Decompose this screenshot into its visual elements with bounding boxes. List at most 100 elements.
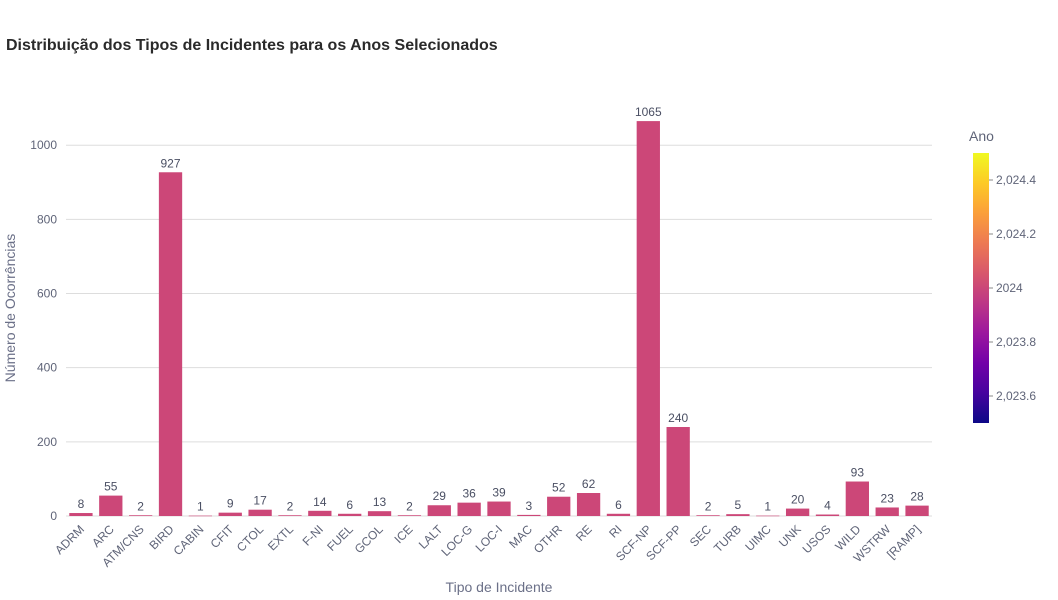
bar — [547, 496, 571, 516]
y-tick-label: 1000 — [30, 138, 57, 152]
bar — [756, 515, 780, 517]
x-tick-label: ICE — [391, 522, 415, 546]
gridlines — [66, 144, 932, 517]
bar — [457, 502, 481, 516]
x-tick-label: USOS — [800, 522, 834, 556]
bar-value-label: 1 — [764, 500, 771, 514]
bar — [576, 493, 601, 516]
y-axis-ticks: 0 200 400 600 800 1000 — [30, 138, 57, 523]
colorbar: Ano 2,023.6 2,023.8 2024 2,024.2 2,024.4 — [969, 128, 1036, 423]
bar — [338, 513, 362, 516]
bar-value-label: 20 — [791, 493, 805, 507]
bar-value-label: 93 — [851, 466, 865, 480]
bar-value-label: 8 — [78, 497, 85, 511]
bar — [487, 501, 511, 516]
bar-value-label: 2 — [705, 499, 712, 513]
bar-value-label: 6 — [346, 498, 353, 512]
colorbar-tick-label: 2,023.8 — [996, 335, 1036, 349]
x-tick-label: FUEL — [324, 522, 356, 554]
bar — [129, 515, 153, 516]
y-axis-title: Número de Ocorrências — [2, 234, 18, 383]
bar-value-label: 1065 — [635, 105, 662, 119]
bar — [427, 505, 451, 516]
bar — [785, 508, 810, 516]
x-tick-label: TURB — [711, 522, 744, 555]
x-tick-label: RE — [573, 522, 595, 544]
bar-value-label: 23 — [881, 491, 895, 505]
bar — [696, 515, 720, 516]
bar-value-label: 13 — [373, 495, 387, 509]
colorbar-gradient — [973, 153, 989, 423]
bar-value-label: 5 — [735, 498, 742, 512]
bar — [726, 514, 750, 516]
bar — [636, 121, 660, 517]
x-tick-label: CFIT — [208, 522, 237, 551]
x-tick-label: UIMC — [742, 522, 774, 554]
bar-value-label: 2 — [137, 499, 144, 513]
bar — [397, 515, 422, 516]
bars — [69, 121, 929, 517]
bar-value-label: 9 — [227, 497, 234, 511]
bar-value-label: 3 — [526, 499, 533, 513]
bar-value-label: 6 — [615, 498, 622, 512]
bar-value-label: 2 — [287, 499, 294, 513]
bar — [666, 427, 690, 516]
bar-value-label: 39 — [492, 486, 506, 500]
bar — [606, 513, 631, 516]
colorbar-ticks: 2,023.6 2,023.8 2024 2,024.2 2,024.4 — [989, 173, 1036, 403]
x-tick-label: OTHR — [531, 522, 565, 556]
colorbar-tick-label: 2,024.2 — [996, 227, 1036, 241]
bar — [875, 507, 899, 516]
bar — [158, 172, 183, 516]
bar — [69, 513, 93, 516]
bar — [517, 514, 541, 516]
y-tick-label: 400 — [37, 361, 57, 375]
bar-value-label: 29 — [433, 489, 447, 503]
bar-value-label: 17 — [253, 494, 267, 508]
bar-value-label: 14 — [313, 495, 327, 509]
x-tick-label: [RAMP] — [884, 522, 923, 561]
bar-value-label: 4 — [824, 499, 831, 513]
x-tick-label: LOC-I — [473, 522, 506, 555]
bar-value-label: 240 — [668, 411, 688, 425]
x-tick-label: GCOL — [352, 522, 386, 556]
bar-value-label: 36 — [462, 487, 476, 501]
bar — [308, 510, 332, 516]
x-tick-label: F-NI — [300, 522, 326, 548]
y-tick-label: 0 — [50, 509, 57, 523]
bar — [188, 515, 213, 517]
bar — [905, 505, 929, 516]
y-tick-label: 200 — [37, 435, 57, 449]
bar — [845, 481, 869, 516]
y-tick-label: 600 — [37, 287, 57, 301]
bar — [815, 514, 840, 516]
colorbar-tick-label: 2,024.4 — [996, 173, 1036, 187]
x-tick-label: EXTL — [265, 522, 296, 553]
bar-value-label: 52 — [552, 481, 566, 495]
bar — [248, 509, 272, 516]
colorbar-tick-label: 2024 — [996, 281, 1023, 295]
x-tick-label: CTOL — [234, 522, 267, 555]
bar-value-label: 2 — [406, 499, 413, 513]
colorbar-tick-label: 2,023.6 — [996, 389, 1036, 403]
bar — [367, 511, 392, 516]
bar — [99, 495, 123, 516]
y-tick-label: 800 — [37, 212, 57, 226]
colorbar-title: Ano — [969, 128, 994, 144]
bar-value-label: 55 — [104, 480, 118, 494]
bar-value-label: 62 — [582, 477, 596, 491]
bar — [278, 515, 302, 516]
x-tick-label: CABIN — [171, 522, 207, 558]
x-tick-label: RI — [606, 522, 624, 540]
bar-value-label: 927 — [161, 156, 181, 170]
bar-value-label: 28 — [910, 490, 924, 504]
bar — [218, 512, 242, 516]
x-axis-title: Tipo de Incidente — [446, 579, 553, 595]
x-tick-label: ADRM — [52, 522, 87, 557]
x-tick-label: LOC-G — [438, 522, 475, 559]
bar-value-label: 1 — [197, 500, 204, 514]
chart-title: Distribuição dos Tipos de Incidentes par… — [6, 37, 498, 54]
